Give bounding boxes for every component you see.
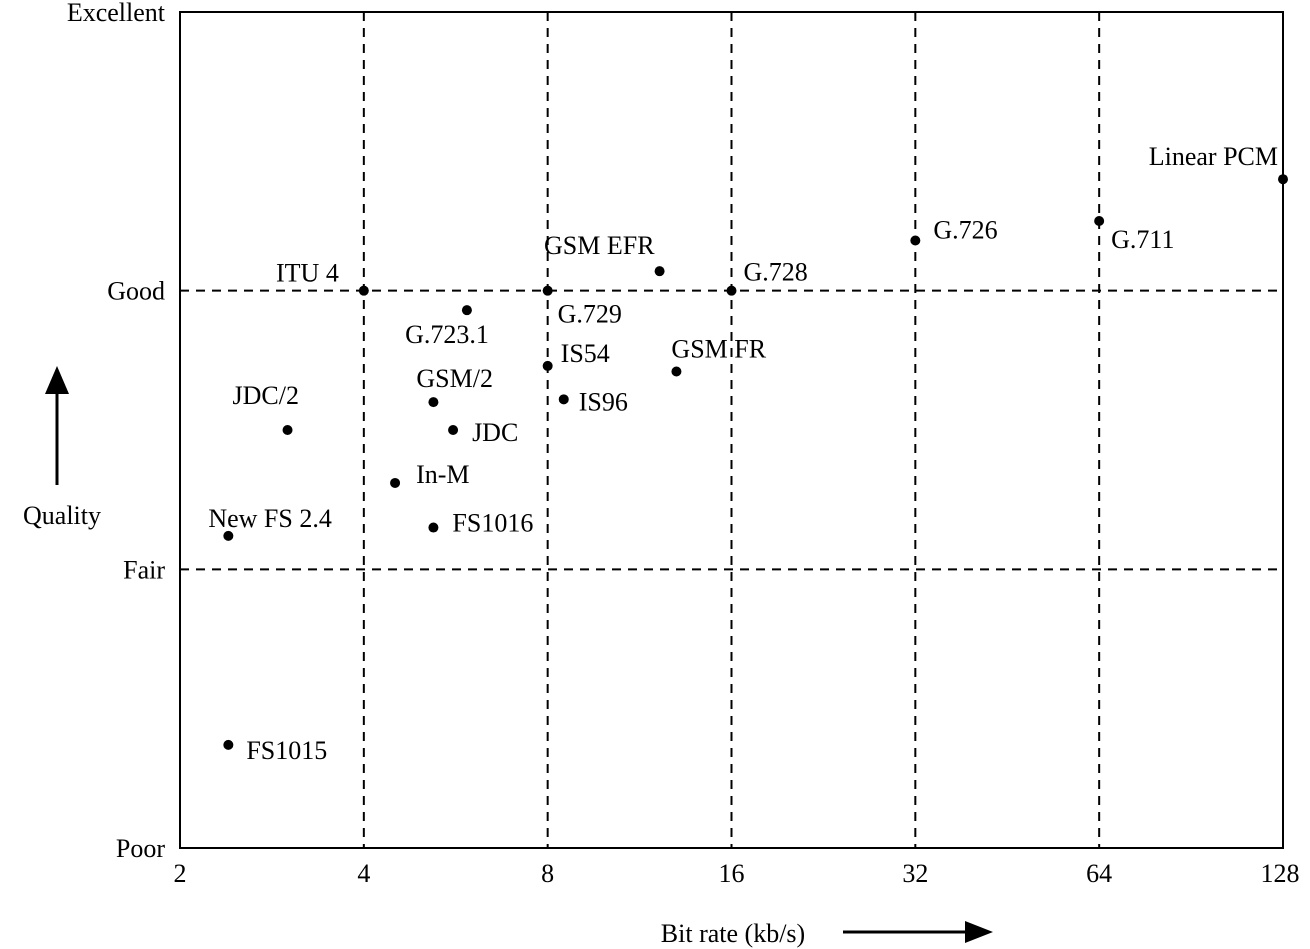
data-point-label: New FS 2.4 [208, 504, 332, 533]
data-point-label: G.729 [558, 300, 622, 329]
data-point [223, 739, 234, 750]
x-tick-label: 64 [1086, 859, 1112, 888]
data-point [910, 235, 921, 246]
data-point-label: GSM EFR [544, 231, 655, 260]
data-point-label: FS1015 [246, 736, 327, 765]
data-point-label: GSM/2 [416, 364, 493, 393]
data-points: Linear PCM G.711 G.726 G.728 GSM EFR G.729 ITU… [208, 142, 1288, 765]
y-tick-label: Good [107, 277, 165, 306]
y-axis-arrow-up-icon [45, 366, 69, 394]
x-axis-title-group: Bit rate (kb/s) [661, 919, 993, 948]
data-point [1278, 174, 1288, 185]
x-tick-label: 4 [357, 859, 370, 888]
x-axis-title: Bit rate (kb/s) [661, 919, 805, 948]
data-point-label: G.711 [1111, 225, 1174, 254]
x-tick-label: 16 [719, 859, 745, 888]
x-tick-labels: 2 4 8 16 32 64 128 [174, 859, 1300, 888]
data-point-label: JDC [472, 418, 518, 447]
data-point [390, 477, 401, 488]
data-point [654, 266, 665, 277]
x-axis-arrow-right-icon [965, 921, 993, 943]
data-point-label: Linear PCM [1149, 142, 1278, 171]
y-axis-title: Quality [23, 501, 101, 530]
y-tick-labels: Poor Fair Good Excellent [67, 0, 166, 863]
data-point-label: GSM FR [671, 334, 766, 363]
data-point-label: G.728 [744, 258, 808, 287]
y-tick-label: Excellent [67, 0, 166, 27]
x-tick-label: 128 [1261, 859, 1300, 888]
data-point [448, 425, 459, 435]
plot-frame [179, 11, 1284, 849]
y-tick-label: Fair [123, 555, 165, 584]
data-point-label: ITU 4 [276, 259, 339, 288]
data-point-label: G.723.1 [405, 320, 489, 349]
data-point-label: In-M [416, 460, 469, 489]
data-point-label: IS96 [579, 387, 628, 416]
data-point [428, 397, 439, 408]
data-point-label: IS54 [561, 339, 610, 368]
data-point-label: JDC/2 [233, 381, 299, 410]
data-point [223, 530, 234, 541]
data-point [428, 522, 439, 533]
y-axis-title-group: Quality [23, 366, 101, 530]
data-point [671, 366, 682, 377]
data-point [1094, 216, 1105, 226]
data-point [542, 360, 553, 371]
data-point [358, 285, 369, 296]
data-point [726, 285, 737, 296]
x-tick-label: 32 [902, 859, 928, 888]
y-tick-label: Poor [116, 834, 165, 863]
data-point [461, 305, 472, 316]
data-point [282, 425, 293, 435]
data-point [542, 285, 553, 296]
data-point-label: FS1016 [452, 509, 533, 538]
data-point-label: G.726 [933, 216, 997, 245]
x-tick-label: 2 [174, 859, 187, 888]
grid-lines [180, 12, 1283, 848]
data-point [558, 394, 569, 405]
x-tick-label: 8 [541, 859, 554, 888]
